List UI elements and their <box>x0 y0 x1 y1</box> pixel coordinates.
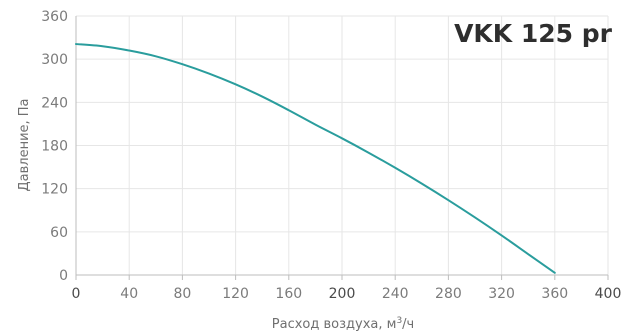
x-tick-label: 80 <box>173 286 191 302</box>
x-axis-title: Расход воздуха, м3/ч <box>272 316 414 332</box>
y-tick-label: 120 <box>41 182 68 198</box>
grid <box>76 15 609 275</box>
x-tick-label: 160 <box>275 286 302 302</box>
x-tick-label: 120 <box>222 286 249 302</box>
x-axis-title-main: Расход воздуха, м <box>272 317 397 332</box>
x-tick-label: 240 <box>382 286 409 302</box>
x-tick-label: 400 <box>595 286 622 302</box>
y-tick-label: 0 <box>59 268 68 284</box>
x-tick-label: 360 <box>541 286 568 302</box>
x-tick-label: 0 <box>72 286 81 302</box>
x-tick-label: 320 <box>488 286 515 302</box>
x-tick-label: 200 <box>329 286 356 302</box>
x-tick-label: 280 <box>435 286 462 302</box>
y-tick-label: 300 <box>41 52 68 68</box>
y-tick-labels: 0 60 120 180 240 300 360 <box>41 9 68 284</box>
y-tick-label: 60 <box>50 225 68 241</box>
y-tick-label: 360 <box>41 9 68 25</box>
y-axis-title: Давление, Па <box>17 98 32 191</box>
x-tick-label: 40 <box>120 286 138 302</box>
x-axis-title-sup: 3 <box>396 316 402 326</box>
series-layer <box>75 43 556 274</box>
series-line <box>75 43 556 274</box>
y-tick-label: 240 <box>41 95 68 111</box>
y-tick-label: 180 <box>41 139 68 155</box>
x-axis-title-suffix: /ч <box>402 317 414 332</box>
axes <box>75 16 609 280</box>
x-tick-labels: 0 40 80 120 160 200 240 280 320 360 400 <box>72 286 622 302</box>
chart-title: VKK 125 pr <box>454 19 613 48</box>
